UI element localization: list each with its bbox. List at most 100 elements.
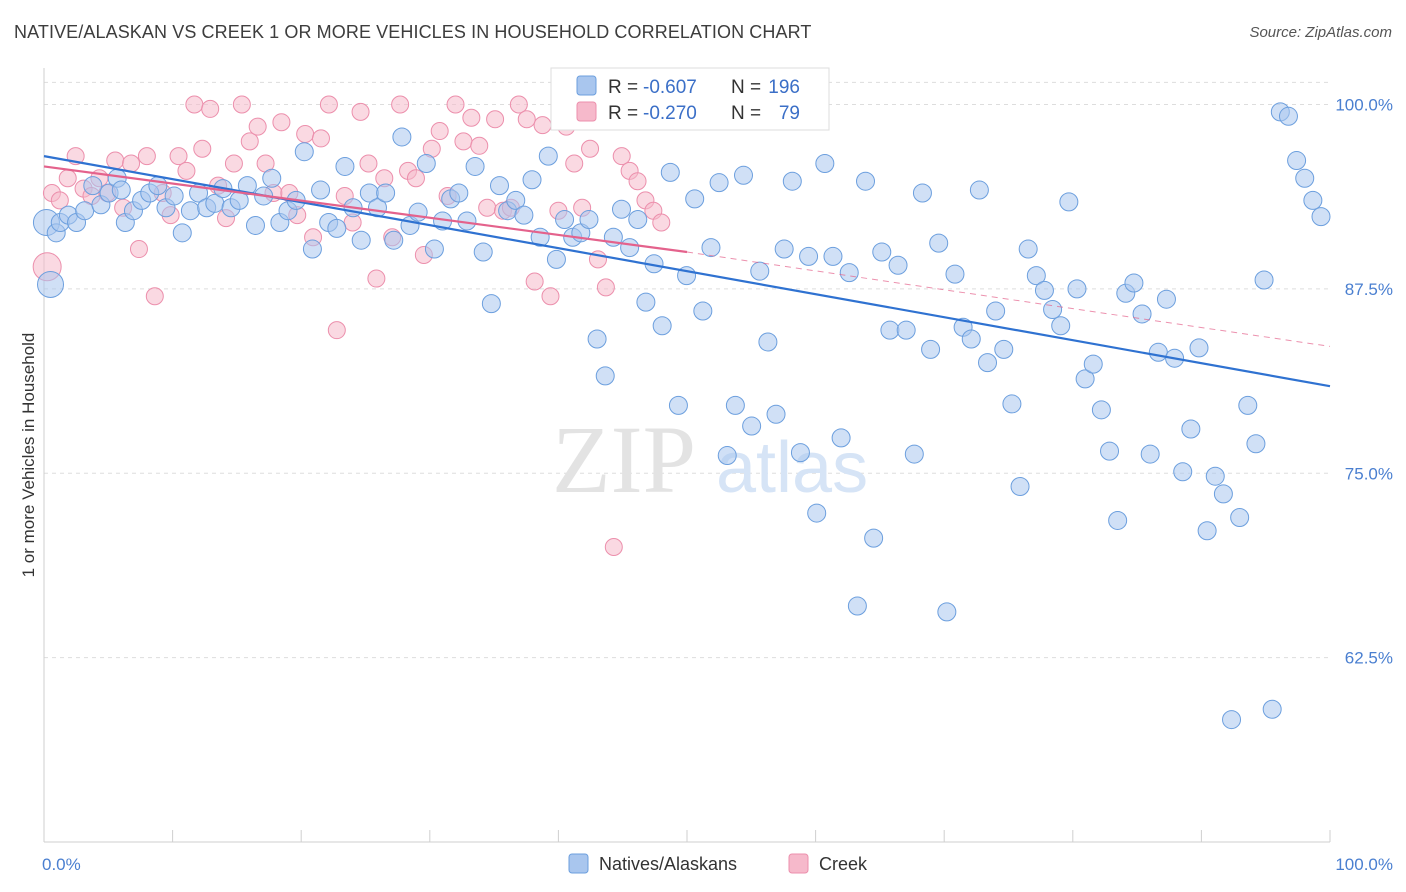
creek-point <box>106 151 125 170</box>
creek-point <box>224 154 243 173</box>
creek-point <box>359 154 378 173</box>
creek-point <box>596 278 615 297</box>
natives-point <box>978 353 998 373</box>
natives-point <box>709 173 729 193</box>
natives-point <box>1254 270 1274 290</box>
legend-swatch-blue <box>576 75 597 96</box>
natives-point <box>1067 279 1087 299</box>
natives-point <box>1043 300 1063 320</box>
bottom-legend-natives: Natives/Alaskans <box>599 854 737 874</box>
y-tick-label-1: 87.5% <box>1345 280 1393 299</box>
creek-point <box>272 113 291 132</box>
natives-point <box>693 301 713 321</box>
natives-point <box>636 292 656 312</box>
natives-point <box>1034 280 1054 300</box>
natives-point <box>1124 273 1144 293</box>
creek-point <box>525 272 544 291</box>
natives-point <box>945 264 965 284</box>
natives-point <box>1287 151 1307 171</box>
creek-point <box>122 154 141 173</box>
legend-swatch-pink <box>576 101 597 122</box>
natives-point <box>384 230 404 250</box>
natives-point <box>872 242 892 262</box>
natives-point <box>1262 699 1282 719</box>
natives-point <box>1051 316 1071 336</box>
y-tick-labels: 100.0% 87.5% 75.0% 62.5% <box>1335 96 1393 668</box>
creek-point <box>509 95 528 114</box>
natives-point <box>856 171 876 191</box>
creek-point <box>50 191 69 210</box>
natives-point <box>1246 434 1266 454</box>
natives-point <box>1002 394 1022 414</box>
natives-point <box>734 165 754 185</box>
creek-point <box>137 147 156 166</box>
natives-point <box>774 239 794 259</box>
natives-point <box>1311 207 1331 227</box>
natives-point <box>522 170 542 190</box>
natives-point <box>408 202 428 222</box>
creek-point <box>319 95 338 114</box>
natives-point <box>416 154 436 173</box>
natives-point <box>1303 190 1323 210</box>
natives-point <box>473 242 493 262</box>
creek-point <box>201 99 220 118</box>
creek-point <box>604 538 623 556</box>
natives-point <box>489 176 509 196</box>
natives-point <box>986 301 1006 321</box>
watermark: ZIP atlas <box>552 406 868 513</box>
creek-point <box>462 108 481 127</box>
creek-point <box>232 95 251 114</box>
natives-point <box>579 210 599 230</box>
creek-point <box>351 102 370 121</box>
creek-trend-line <box>43 165 688 254</box>
correlation-legend: R = -0.607 N = 196 R = -0.270 N = 79 <box>550 67 830 131</box>
creek-point <box>517 110 536 129</box>
natives-point <box>725 395 745 415</box>
natives-point <box>815 154 835 173</box>
creek-point <box>193 139 212 158</box>
legend-box <box>550 67 830 131</box>
natives-point <box>961 329 981 349</box>
creek-point <box>406 169 425 188</box>
natives-point <box>1213 484 1233 504</box>
natives-point <box>465 156 485 176</box>
creek-point <box>177 161 196 180</box>
natives-point <box>302 239 322 259</box>
natives-point <box>823 246 843 266</box>
natives-point <box>514 205 534 225</box>
creek-point <box>327 321 346 340</box>
natives-point <box>628 210 648 230</box>
bottom-legend-creek: Creek <box>819 854 868 874</box>
watermark-zip: ZIP <box>552 406 696 513</box>
y-tick-label-0: 100.0% <box>1335 96 1393 115</box>
natives-point <box>620 238 640 258</box>
creek-point <box>311 129 330 148</box>
y-tick-label-3: 62.5% <box>1345 649 1393 668</box>
natives-point <box>335 156 355 176</box>
natives-point <box>481 294 501 314</box>
natives-point <box>311 180 331 200</box>
natives-point <box>506 190 526 210</box>
creek-point <box>478 198 497 217</box>
natives-point <box>83 176 103 196</box>
natives-point <box>717 446 737 466</box>
natives-point <box>864 528 884 548</box>
natives-point <box>180 201 200 221</box>
natives-point <box>750 261 770 281</box>
natives-point <box>799 246 819 266</box>
natives-point <box>449 183 469 203</box>
natives-point <box>237 176 257 196</box>
legend-n-value-1: 196 <box>768 77 800 98</box>
natives-point <box>611 199 631 219</box>
creek-point <box>367 269 386 288</box>
legend-n-label-2: N = <box>731 103 761 124</box>
natives-point <box>294 142 314 162</box>
creek-point <box>581 139 600 158</box>
creek-point <box>145 287 164 306</box>
natives-point <box>587 329 607 349</box>
natives-point <box>668 395 688 415</box>
natives-point <box>1156 289 1176 309</box>
creek-point <box>296 125 315 143</box>
natives-point <box>912 183 932 203</box>
natives-point <box>595 366 615 386</box>
